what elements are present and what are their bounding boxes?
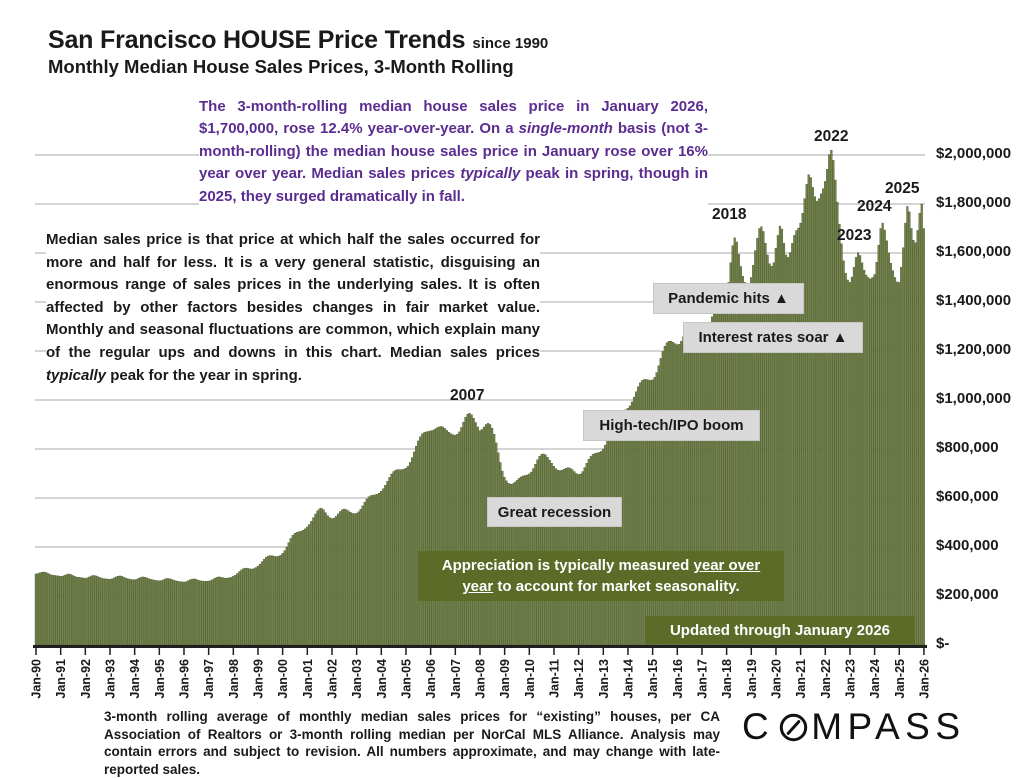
svg-text:Jan-26: Jan-26 [917, 659, 931, 699]
y-axis-label: $1,200,000 [936, 341, 1012, 358]
svg-text:Jan-92: Jan-92 [79, 659, 93, 699]
text-segment: single-month [518, 120, 613, 138]
svg-text:Jan-98: Jan-98 [227, 659, 241, 699]
svg-text:Jan-21: Jan-21 [794, 659, 808, 699]
logo-text-start: C [742, 706, 775, 747]
banner-updated-through: Updated through January 2026 [645, 616, 915, 644]
compass-logo: C MPASS [742, 707, 966, 747]
source-note: 3-month rolling average of monthly media… [104, 709, 720, 777]
svg-text:Jan-20: Jan-20 [769, 659, 783, 699]
y-axis-label: $1,400,000 [936, 292, 1012, 309]
svg-text:Jan-08: Jan-08 [473, 659, 487, 699]
svg-text:Jan-00: Jan-00 [276, 659, 290, 699]
y-axis-label: $1,600,000 [936, 243, 1012, 260]
svg-text:Jan-01: Jan-01 [301, 659, 315, 699]
svg-text:Jan-11: Jan-11 [547, 659, 561, 698]
text-content: The 3-month-rolling median house sales p… [199, 98, 708, 205]
highlight-commentary: The 3-month-rolling median house sales p… [199, 96, 708, 213]
banner-appreciation-note: Appreciation is typically measured year … [418, 551, 784, 601]
svg-text:Jan-13: Jan-13 [597, 659, 611, 699]
svg-text:Jan-19: Jan-19 [745, 659, 759, 699]
svg-text:Jan-22: Jan-22 [819, 659, 833, 699]
svg-text:Jan-91: Jan-91 [54, 659, 68, 699]
x-axis-ticks-and-labels: Jan-90 Jan-91 Jan-92 Jan-93 Jan-94 Jan-95 Jan-… [30, 648, 931, 699]
svg-text:Jan-25: Jan-25 [893, 659, 907, 699]
svg-text:Jan-95: Jan-95 [153, 659, 167, 699]
callout-pandemic-hits: Pandemic hits ▲ [653, 283, 804, 314]
svg-text:Jan-04: Jan-04 [375, 659, 389, 699]
svg-text:Jan-96: Jan-96 [177, 659, 191, 699]
text-segment: typically [46, 366, 107, 384]
y-axis-label: $800,000 [936, 439, 999, 456]
svg-text:Jan-23: Jan-23 [843, 659, 857, 699]
svg-text:Jan-03: Jan-03 [350, 659, 364, 699]
svg-text:Jan-12: Jan-12 [572, 659, 586, 699]
svg-text:Jan-93: Jan-93 [103, 659, 117, 699]
svg-text:Jan-18: Jan-18 [720, 659, 734, 699]
svg-text:Jan-06: Jan-06 [424, 659, 438, 699]
title-text: San Francisco HOUSE Price Trends [48, 26, 466, 54]
svg-text:Jan-16: Jan-16 [671, 659, 685, 699]
callout-interest-rates: Interest rates soar ▲ [683, 322, 863, 353]
svg-text:Jan-17: Jan-17 [695, 659, 709, 699]
text-segment: typically [460, 165, 521, 183]
text-segment: Median sales price is that price at whic… [46, 231, 540, 361]
page-subtitle: Monthly Median House Sales Prices, 3-Mon… [48, 56, 514, 77]
svg-text:Jan-90: Jan-90 [30, 659, 44, 699]
svg-text:Jan-07: Jan-07 [449, 659, 463, 699]
page-title: San Francisco HOUSE Price Trends since 19… [48, 26, 548, 55]
callout-great-recession: Great recession [487, 497, 622, 527]
text-segment: Appreciation is typically measured [441, 557, 694, 574]
y-axis-label: $1,000,000 [936, 390, 1012, 407]
y-axis-label: $400,000 [936, 537, 999, 554]
peak-label-2025: 2025 [885, 180, 920, 197]
y-axis-label: $2,000,000 [936, 145, 1012, 162]
compass-o-icon [780, 713, 808, 741]
svg-text:Jan-94: Jan-94 [128, 659, 142, 699]
y-axis-label: $200,000 [936, 586, 999, 603]
callout-hightech-ipo-boom: High-tech/IPO boom [583, 410, 760, 441]
peak-label-2018: 2018 [712, 206, 747, 223]
svg-text:Jan-99: Jan-99 [251, 659, 265, 699]
svg-text:Jan-05: Jan-05 [399, 659, 413, 699]
svg-text:Jan-24: Jan-24 [868, 659, 882, 699]
peak-label-2007: 2007 [450, 387, 485, 404]
text-segment: peak for the year in spring. [106, 366, 302, 384]
text-content: Median sales price is that price at whic… [46, 231, 540, 384]
peak-label-2022: 2022 [814, 128, 849, 145]
svg-text:Jan-14: Jan-14 [621, 659, 635, 699]
svg-text:Jan-10: Jan-10 [523, 659, 537, 699]
text-content: Appreciation is typically measured year … [426, 555, 776, 597]
svg-text:Jan-09: Jan-09 [498, 659, 512, 699]
text-segment: to account for market seasonality. [493, 578, 740, 595]
text-segment: The 3-month-rolling median house sales p… [199, 98, 708, 138]
y-axis-label: $- [936, 635, 950, 652]
definition-commentary: Median sales price is that price at whic… [46, 229, 540, 392]
y-axis-label: $600,000 [936, 488, 999, 505]
text-segment: basis (not 3-month-rolling) the median h… [199, 120, 708, 183]
text-segment: peak in spring, though in 2025, they sur… [199, 165, 708, 205]
peak-label-2023: 2023 [837, 227, 872, 244]
text-segment: year over year [462, 557, 761, 595]
svg-text:Jan-02: Jan-02 [325, 659, 339, 699]
title-suffix: since 1990 [472, 35, 549, 52]
svg-text:Jan-15: Jan-15 [646, 659, 660, 699]
y-axis-label: $1,800,000 [936, 194, 1012, 211]
logo-text-end: MPASS [811, 706, 966, 747]
svg-text:Jan-97: Jan-97 [202, 659, 216, 699]
peak-label-2024: 2024 [857, 198, 892, 215]
